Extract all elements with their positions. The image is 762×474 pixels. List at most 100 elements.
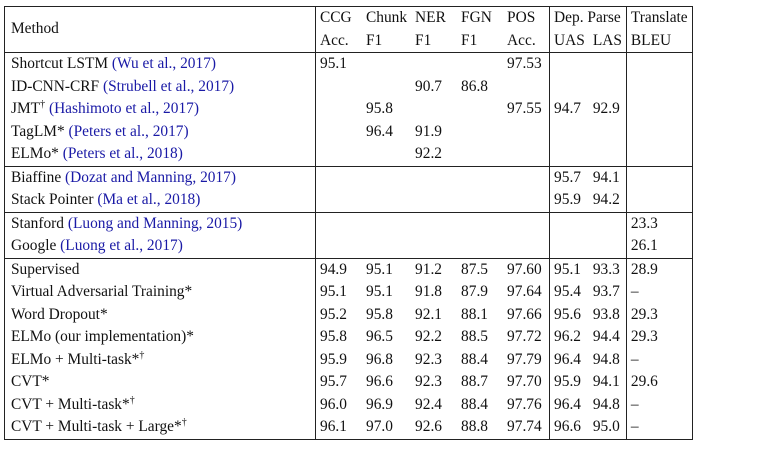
- method-name: ELMo + Multi-task*: [11, 350, 140, 368]
- ner-value: [411, 52, 458, 76]
- header-las: LAS: [592, 31, 622, 49]
- citation-link[interactable]: (Hashimoto et al., 2017): [48, 100, 199, 117]
- citation-link[interactable]: (Peters et al., 2017): [68, 122, 189, 140]
- pos-value: 97.64: [507, 283, 542, 300]
- header-fgn: FGN: [461, 9, 492, 26]
- citation-link[interactable]: (Ma et al., 2018): [97, 191, 201, 208]
- chunk-value: [362, 143, 411, 166]
- chunk-value: [362, 211, 412, 235]
- bleu-value: [625, 52, 693, 76]
- las-value: [589, 76, 627, 99]
- fgn-value: 88.1: [461, 305, 488, 323]
- table-row: Stack Pointer (Ma et al., 2018) 95.9 94.2: [5, 189, 693, 212]
- uas-value: 95.7: [549, 165, 589, 189]
- citation-link[interactable]: (Strubell et al., 2017): [102, 77, 235, 95]
- bleu-value: –: [625, 348, 693, 371]
- citation-link[interactable]: (Luong and Manning, 2015): [67, 214, 243, 232]
- fgn-value: [457, 98, 503, 121]
- las-value: 94.8: [592, 350, 620, 368]
- bleu-value: –: [625, 416, 693, 439]
- uas-value: [549, 211, 589, 235]
- bleu-value: 28.9: [625, 257, 693, 281]
- las-value: [588, 52, 627, 76]
- bleu-value: –: [625, 393, 693, 416]
- header-row-2: Acc. F1 F1 F1 Acc. UAS LAS BLEU: [5, 29, 693, 53]
- pos-value: 97.66: [507, 305, 542, 323]
- method-cell: CVT*: [5, 371, 316, 394]
- method-cell: ID-CNN-CRF (Strubell et al., 2017): [5, 76, 316, 99]
- ner-value: 91.8: [415, 283, 442, 300]
- method-name: CVT*: [11, 373, 50, 390]
- header-pos-metric: Acc.: [507, 31, 536, 49]
- citation-link[interactable]: (Wu et al., 2017): [111, 55, 217, 72]
- ccg-value: [315, 143, 362, 166]
- pos-value: [503, 143, 550, 166]
- fgn-value: 86.8: [461, 77, 488, 95]
- las-value: 92.9: [592, 100, 620, 117]
- las-value: [589, 143, 627, 166]
- chunk-value: [362, 165, 412, 189]
- pos-value: 97.76: [507, 395, 542, 413]
- pos-value: 97.55: [507, 100, 542, 117]
- uas-value: 96.4: [549, 393, 589, 416]
- header-row-1: Method CCG Chunk NER FGN POS Dep. Parse …: [5, 6, 693, 37]
- pos-value: 97.60: [503, 257, 550, 281]
- header-pos: POS: [507, 9, 536, 26]
- chunk-value: 95.1: [366, 283, 393, 300]
- method-cell: TagLM* (Peters et al., 2017): [5, 121, 316, 144]
- pos-value: 97.53: [503, 52, 550, 76]
- pos-value: [503, 121, 550, 144]
- table-row: CVT + Multi-task*† 96.0 96.9 92.4 88.4 97.76 9…: [5, 393, 693, 416]
- method-name: Word Dropout*: [11, 305, 108, 323]
- table-row: CVT + Multi-task + Large*† 96.1 97.0 92.6 88…: [5, 416, 693, 439]
- header-uas: UAS: [549, 29, 589, 53]
- citation-link[interactable]: (Luong et al., 2017): [60, 237, 183, 254]
- chunk-value: 96.8: [366, 350, 393, 368]
- ner-value: 91.9: [415, 122, 442, 140]
- citation-link[interactable]: (Peters et al., 2018): [62, 145, 183, 162]
- bleu-value: [625, 143, 693, 166]
- uas-value: 95.1: [549, 257, 589, 281]
- header-fgn-metric: F1: [461, 31, 478, 49]
- method-name: ELMo*: [11, 145, 59, 162]
- las-value: 94.1: [588, 165, 627, 189]
- las-value: 94.4: [592, 328, 620, 345]
- method-cell: Biaffine (Dozat and Manning, 2017): [4, 165, 316, 189]
- method-name: ELMo (our implementation)*: [11, 328, 194, 345]
- chunk-value: 96.5: [366, 328, 393, 345]
- chunk-value: [362, 189, 411, 212]
- fgn-value: 88.4: [461, 395, 488, 413]
- ccg-value: 94.9: [315, 257, 362, 281]
- uas-value: [549, 235, 589, 258]
- fgn-value: [457, 165, 504, 189]
- method-cell: CVT + Multi-task + Large*†: [5, 416, 316, 439]
- table-row: Virtual Adversarial Training* 95.1 95.1 91.…: [5, 281, 693, 304]
- fgn-value: [457, 211, 504, 235]
- uas-value: 95.9: [549, 371, 589, 394]
- dagger-mark: †: [181, 417, 187, 428]
- method-name: Biaffine: [11, 168, 62, 186]
- fgn-value: 87.9: [461, 283, 488, 300]
- bleu-value: –: [625, 281, 693, 304]
- method-name: ID-CNN-CRF: [11, 77, 100, 95]
- table-row: Word Dropout* 95.2 95.8 92.1 88.1 97.66 95.6 93…: [5, 303, 693, 326]
- pos-value: 97.70: [507, 373, 542, 390]
- pos-value: 97.74: [507, 418, 542, 435]
- pos-value: [503, 189, 550, 212]
- method-cell: Stanford (Luong and Manning, 2015): [4, 211, 316, 235]
- las-value: [588, 211, 627, 235]
- chunk-value: [362, 235, 411, 258]
- header-ccg: CCG: [315, 6, 362, 30]
- ner-value: [411, 235, 457, 258]
- uas-value: 96.6: [549, 416, 589, 439]
- pos-value: 97.72: [507, 328, 542, 345]
- header-translate: Translate: [625, 6, 693, 30]
- method-name: Stack Pointer: [11, 191, 94, 208]
- method-name: CVT + Multi-task*: [11, 395, 130, 413]
- pos-value: [503, 235, 550, 258]
- method-cell: Google (Luong et al., 2017): [5, 235, 316, 258]
- fgn-value: [457, 52, 504, 76]
- citation-link[interactable]: (Dozat and Manning, 2017): [65, 168, 236, 186]
- ccg-value: 95.1: [315, 281, 362, 304]
- bleu-value: 29.3: [625, 326, 693, 349]
